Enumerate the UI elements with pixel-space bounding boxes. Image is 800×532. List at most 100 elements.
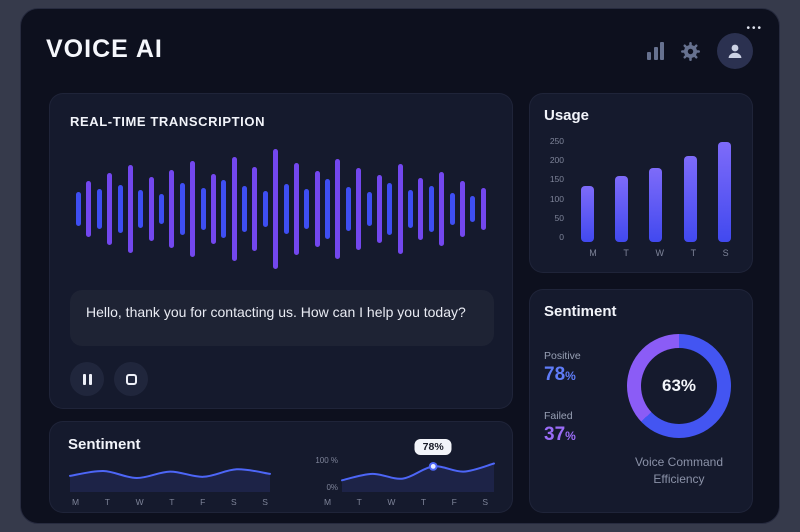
transcription-message: Hello, thank you for contacting us. How … — [70, 290, 494, 346]
app-title: VOICE AI — [46, 35, 163, 63]
day-label: S — [262, 497, 268, 507]
usage-bar — [649, 168, 663, 242]
waveform-bar — [210, 174, 216, 244]
waveform-bar — [117, 185, 123, 233]
waveform-bar — [148, 177, 154, 241]
waveform-bar — [314, 171, 320, 247]
usage-bars — [570, 136, 742, 242]
waveform-bar — [86, 181, 92, 237]
waveform-bar — [273, 149, 279, 269]
usage-x-label: T — [623, 248, 629, 258]
sentiment-tooltip: 78% — [414, 439, 452, 455]
y-tick-bottom: 0% — [326, 483, 338, 492]
waveform-bar — [252, 167, 258, 251]
donut-center-value: 63% — [641, 348, 717, 424]
failed-label: Failed — [544, 410, 573, 422]
y-tick-top: 100 % — [315, 456, 338, 465]
header-icons — [647, 33, 753, 69]
waveform-bar — [283, 184, 289, 234]
usage-title: Usage — [544, 107, 590, 124]
usage-bar — [718, 142, 732, 242]
donut-caption: Voice Command Efficiency — [634, 455, 724, 487]
waveform-bar — [356, 168, 362, 250]
waveform-bar — [387, 183, 393, 235]
day-label: W — [135, 497, 144, 507]
stats-bar — [653, 47, 658, 60]
waveform-bar — [200, 188, 206, 230]
waveform-bar — [366, 192, 372, 226]
waveform-bar — [397, 164, 403, 254]
waveform-bar — [242, 186, 247, 232]
usage-y-tick: 250 — [549, 136, 564, 146]
playback-controls — [70, 362, 148, 396]
waveform-bar — [76, 192, 81, 226]
stop-button[interactable] — [114, 362, 148, 396]
waveform-bar — [127, 165, 133, 253]
transcription-title: REAL-TIME TRANSCRIPTION — [70, 114, 266, 129]
waveform-bar — [293, 163, 299, 255]
sentiment-line-right — [341, 461, 495, 492]
sentiment-line-left — [69, 468, 271, 492]
pause-icon — [82, 373, 86, 385]
stats-bar — [660, 42, 664, 60]
waveform-bar — [335, 159, 341, 259]
day-label: T — [420, 497, 427, 507]
day-label: M — [324, 497, 332, 507]
day-label: T — [356, 497, 362, 507]
usage-chart: 250 200 150 100 50 0 — [542, 136, 742, 242]
right-y-labels: 100 % 0% — [312, 456, 338, 492]
usage-y-axis: 250 200 150 100 50 0 — [542, 136, 570, 242]
waveform-bar — [190, 161, 196, 257]
waveform-bar — [159, 194, 164, 224]
usage-y-tick: 100 — [549, 193, 564, 204]
day-label: T — [169, 497, 175, 507]
waveform-bar — [231, 157, 237, 261]
day-label: S — [482, 497, 488, 507]
positive-label: Positive — [544, 350, 581, 362]
sentiment-card: Sentiment Positive 78% Failed 37% 63% Vo… — [529, 289, 753, 513]
waveform-bar — [169, 170, 175, 248]
failed-value: 37% — [544, 424, 576, 446]
waveform-bar — [345, 187, 351, 231]
waveform-bar — [107, 173, 113, 245]
donut-chart: 63% — [627, 334, 731, 438]
settings-gear-icon[interactable] — [680, 41, 701, 62]
day-label: F — [451, 497, 457, 507]
pause-icon — [88, 373, 92, 385]
user-avatar[interactable] — [717, 33, 753, 69]
waveform-bar — [221, 180, 227, 238]
positive-number: 78 — [544, 364, 566, 385]
usage-x-label: M — [589, 248, 597, 258]
usage-bar — [615, 176, 629, 242]
waveform-bar — [304, 189, 310, 229]
waveform-bar — [439, 172, 445, 246]
waveform-bar — [376, 175, 382, 243]
pause-button[interactable] — [70, 362, 104, 396]
waveform-bar — [262, 191, 268, 227]
waveform-bar — [459, 181, 465, 237]
waveform-bar — [480, 188, 486, 230]
positive-value: 78% — [544, 364, 576, 386]
transcription-card: REAL-TIME TRANSCRIPTION Hello, thank you… — [49, 93, 513, 409]
overflow-menu-icon[interactable]: ••• — [746, 23, 763, 34]
waveform-bar — [179, 183, 185, 235]
dashboard: ••• VOICE AI — [20, 8, 780, 524]
line-marker — [428, 461, 438, 471]
waveform-bar — [408, 190, 413, 228]
waveform-bar — [325, 179, 330, 239]
stats-icon[interactable] — [647, 42, 664, 60]
usage-x-label: T — [690, 248, 697, 258]
day-label: S — [230, 497, 237, 507]
usage-x-label: S — [722, 248, 729, 258]
day-label: T — [104, 497, 110, 507]
sentiment-title: Sentiment — [544, 303, 617, 320]
usage-y-tick: 200 — [549, 155, 564, 166]
sentiment-trend-title: Sentiment — [68, 436, 141, 453]
day-label: F — [200, 497, 206, 507]
failed-number: 37 — [544, 424, 566, 445]
usage-x-label: W — [655, 248, 664, 258]
waveform-bar — [96, 189, 102, 229]
